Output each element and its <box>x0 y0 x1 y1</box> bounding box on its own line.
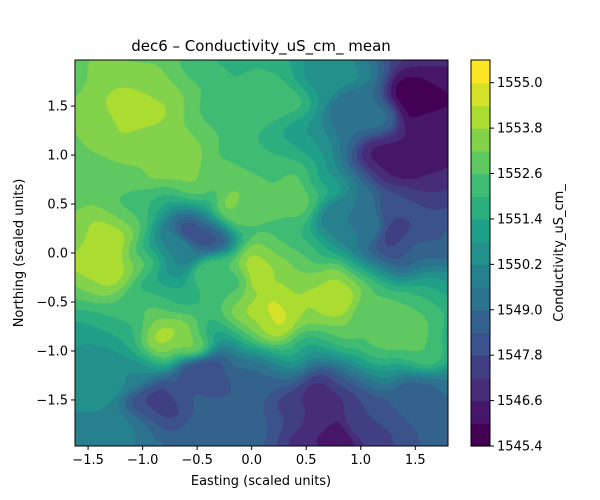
colorbar-band <box>471 287 490 311</box>
colorbar-tick-label: 1545.4 <box>497 440 543 455</box>
colorbar-band <box>471 82 490 107</box>
colorbar-tick-label: 1547.8 <box>497 349 543 364</box>
y-tick-label: −0.5 <box>36 295 68 310</box>
colorbar-band <box>471 400 490 424</box>
colorbar-band <box>471 309 490 334</box>
colorbar-band <box>471 355 490 379</box>
y-tick-label: −1.5 <box>36 393 68 408</box>
y-axis: −1.5 −1.0 −0.5 0.0 0.5 1.0 1.5 <box>36 100 75 408</box>
x-tick-label: −0.5 <box>181 453 213 468</box>
y-tick-label: −1.0 <box>36 344 68 359</box>
y-tick-label: 1.5 <box>47 100 68 115</box>
y-tick-label: 0.5 <box>47 198 68 213</box>
colorbar-band <box>471 128 490 152</box>
x-tick-label: 0.0 <box>241 453 262 468</box>
colorbar-band <box>471 218 490 243</box>
colorbar-frame <box>470 59 491 447</box>
colorbar-tick-label: 1546.6 <box>497 394 543 409</box>
x-tick-label: −1.0 <box>127 453 159 468</box>
contour-field <box>75 60 448 446</box>
colorbar-bands <box>471 60 490 447</box>
colorbar-band <box>471 264 490 288</box>
colorbar-band <box>471 196 490 220</box>
colorbar-band <box>471 105 490 129</box>
colorbar-tick-label: 1552.6 <box>497 167 543 182</box>
colorbar-tick-label: 1550.2 <box>497 258 543 273</box>
x-tick-label: 0.5 <box>296 453 317 468</box>
colorbar: 1545.4 1546.6 1547.8 1549.0 1550.2 1551.4 1552… <box>470 59 567 455</box>
x-axis: −1.5 −1.0 −0.5 0.0 0.5 1.0 1.5 <box>72 446 426 468</box>
colorbar-band <box>471 241 490 265</box>
colorbar-tick-label: 1553.8 <box>497 122 543 137</box>
x-tick-label: 1.0 <box>350 453 371 468</box>
colorbar-band <box>471 377 490 402</box>
colorbar-label: Conductivity_uS_cm_ <box>552 184 567 322</box>
colorbar-tick-label: 1549.0 <box>497 303 543 318</box>
y-tick-label: 1.0 <box>47 149 68 164</box>
colorbar-tick-label: 1551.4 <box>497 212 543 227</box>
x-tick-label: 1.5 <box>405 453 426 468</box>
colorbar-band <box>471 150 490 175</box>
x-tick-label: −1.5 <box>72 453 104 468</box>
colorbar-band <box>471 332 490 356</box>
plot-area <box>74 59 449 447</box>
colorbar-band <box>471 423 490 447</box>
colorbar-ticks: 1545.4 1546.6 1547.8 1549.0 1550.2 1551.4 1552… <box>490 76 543 455</box>
colorbar-band <box>471 173 490 197</box>
colorbar-tick-label: 1555.0 <box>497 76 543 91</box>
colorbar-band <box>471 60 490 84</box>
y-tick-label: 0.0 <box>47 247 68 262</box>
chart-title: dec6 – Conductivity_uS_cm_ mean <box>131 37 391 56</box>
y-axis-label: Northing (scaled units) <box>12 179 27 328</box>
x-axis-label: Easting (scaled units) <box>191 474 331 489</box>
